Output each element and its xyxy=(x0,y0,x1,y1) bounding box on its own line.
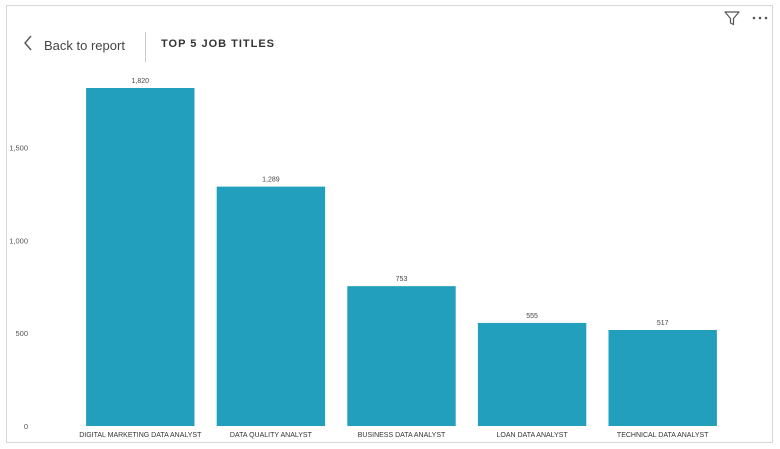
bar[interactable] xyxy=(477,322,587,426)
y-tick-label: 500 xyxy=(15,329,28,338)
y-tick-label: 1,500 xyxy=(9,143,28,152)
x-tick-label: LOAN DATA ANALYST xyxy=(496,432,568,439)
data-label: 517 xyxy=(657,320,669,327)
y-tick-label: 0 xyxy=(24,422,28,431)
bar[interactable] xyxy=(216,186,326,426)
more-options-icon[interactable] xyxy=(751,9,769,27)
data-label: 1,289 xyxy=(262,177,280,184)
back-to-report-label: Back to report xyxy=(44,38,125,53)
header-divider xyxy=(145,32,146,62)
x-tick-label: DIGITAL MARKETING DATA ANALYST xyxy=(79,432,202,439)
bar[interactable] xyxy=(347,286,456,426)
x-tick-label: DATA QUALITY ANALYST xyxy=(230,432,313,439)
data-label: 555 xyxy=(526,313,538,320)
header-actions xyxy=(723,9,769,27)
y-tick-label: 1,000 xyxy=(9,236,28,245)
chevron-left-icon xyxy=(22,33,34,58)
chart-title: TOP 5 JOB TITLES xyxy=(161,38,276,50)
data-label: 753 xyxy=(396,276,408,283)
x-tick-label: TECHNICAL DATA ANALYST xyxy=(617,432,709,439)
data-label: 1,820 xyxy=(132,78,150,85)
back-to-report-button[interactable]: Back to report xyxy=(22,33,125,58)
bar[interactable] xyxy=(608,329,717,426)
bar[interactable] xyxy=(86,88,195,426)
filter-icon[interactable] xyxy=(723,9,741,27)
x-tick-label: BUSINESS DATA ANALYST xyxy=(358,432,446,439)
